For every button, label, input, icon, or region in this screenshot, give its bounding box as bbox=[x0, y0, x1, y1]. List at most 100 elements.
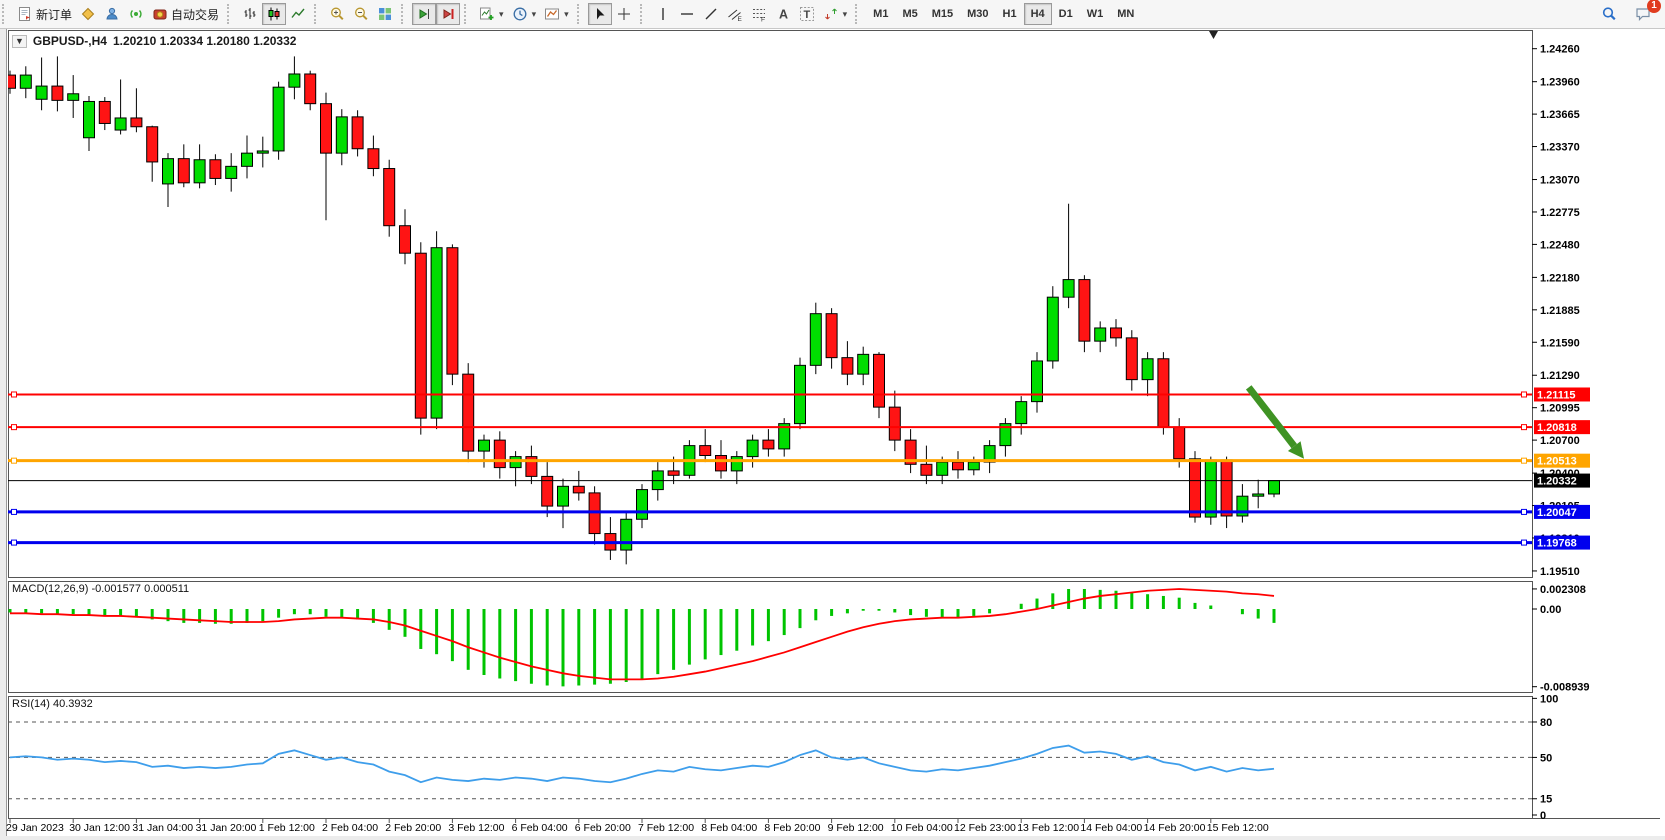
tf-mn-button[interactable]: MN bbox=[1110, 3, 1141, 25]
market-gold-button[interactable] bbox=[76, 3, 100, 25]
zoom-out-button[interactable] bbox=[349, 3, 373, 25]
candle-body bbox=[241, 152, 253, 167]
candlestick-chart-button[interactable] bbox=[262, 3, 287, 25]
tf-d1-button[interactable]: D1 bbox=[1052, 3, 1080, 25]
autotrading-icon bbox=[152, 6, 168, 22]
ohlc-readout: 1.20210 1.20334 1.20180 1.20332 bbox=[112, 34, 297, 48]
chart-shift-button[interactable] bbox=[436, 3, 461, 25]
tf-m5-button[interactable]: M5 bbox=[895, 3, 924, 25]
equidistant-channel-button[interactable]: E bbox=[723, 3, 747, 25]
one-click-trading-toggle[interactable]: ▼ bbox=[12, 34, 27, 48]
fibonacci-button[interactable]: F bbox=[747, 3, 771, 25]
price-axis[interactable]: 1.24260 1.23960 1.23665 1.23370 1.23070 1.227… bbox=[1532, 44, 1580, 578]
support-1-handle[interactable] bbox=[1521, 508, 1527, 515]
vertical-line-button[interactable] bbox=[651, 3, 675, 25]
window-left-edge bbox=[0, 28, 7, 836]
new-order-button[interactable]: 新订单 bbox=[13, 3, 76, 25]
svg-text:F: F bbox=[761, 17, 765, 23]
cursor-button[interactable] bbox=[587, 3, 612, 25]
candle-body bbox=[999, 423, 1012, 447]
arrows-button[interactable]: ▾ bbox=[819, 3, 852, 25]
zoom-out-icon bbox=[353, 6, 369, 22]
candle-body bbox=[1078, 279, 1091, 342]
time-axis-label: 3 Feb 12:00 bbox=[448, 822, 504, 834]
candle-body bbox=[1125, 337, 1138, 381]
resistance-2-handle[interactable] bbox=[1521, 424, 1527, 431]
support-2-handle[interactable] bbox=[1521, 539, 1527, 546]
chat-button[interactable]: 1 bbox=[1631, 0, 1661, 25]
crosshair-icon bbox=[616, 6, 632, 22]
tf-m15-button[interactable]: M15 bbox=[925, 3, 960, 25]
signals-button[interactable] bbox=[124, 3, 148, 25]
price-badge-label: 1.20818 bbox=[1537, 422, 1577, 434]
resistance-1-handle[interactable] bbox=[11, 391, 17, 398]
candle-body bbox=[715, 455, 727, 472]
candle-body bbox=[83, 100, 95, 139]
tf-w1-label: W1 bbox=[1086, 8, 1104, 20]
support-2-handle[interactable] bbox=[11, 539, 17, 546]
support-1-handle[interactable] bbox=[11, 508, 17, 515]
tf-h4-button[interactable]: H4 bbox=[1023, 3, 1052, 25]
template-icon bbox=[544, 6, 560, 22]
chart-window[interactable] bbox=[0, 28, 1665, 840]
crosshair-button[interactable] bbox=[612, 3, 636, 25]
candle-body bbox=[414, 252, 427, 419]
horizontal-line-button[interactable] bbox=[675, 3, 699, 25]
tf-m1-label: M1 bbox=[873, 8, 889, 20]
candle-body bbox=[967, 461, 980, 471]
axis-price-badges: 1.21115 1.20818 1.20513 1.20047 1.19768 1.203… bbox=[1534, 387, 1590, 550]
bar-chart-button[interactable] bbox=[238, 3, 262, 25]
candle-body bbox=[98, 100, 111, 124]
candle-body bbox=[873, 353, 885, 408]
new-order-label: 新订单 bbox=[36, 7, 73, 22]
toolbar-group-objects: E F A T ▾ bbox=[649, 1, 854, 27]
tile-windows-button[interactable] bbox=[373, 3, 397, 25]
time-axis-label: 15 Feb 12:00 bbox=[1207, 822, 1269, 834]
periods-dropdown-arrow[interactable]: ▾ bbox=[531, 8, 537, 19]
time-axis-label: 9 Feb 12:00 bbox=[828, 822, 884, 834]
candle-body bbox=[1157, 358, 1170, 428]
candle-body bbox=[1252, 493, 1265, 497]
candle-body bbox=[572, 485, 585, 494]
text-label-button[interactable]: T bbox=[795, 3, 819, 25]
candle-body bbox=[51, 85, 64, 101]
templates-dropdown-arrow[interactable]: ▾ bbox=[564, 8, 569, 19]
candle-body bbox=[478, 439, 490, 452]
text-button[interactable]: A bbox=[771, 3, 795, 25]
textlabel-icon: T bbox=[799, 6, 815, 22]
autotrading-button[interactable]: 自动交易 bbox=[148, 3, 223, 25]
candle-body bbox=[888, 406, 901, 441]
indicators-button[interactable]: ▾ bbox=[475, 3, 508, 25]
tf-m1-button[interactable]: M1 bbox=[866, 3, 895, 25]
resistance-2-handle[interactable] bbox=[11, 424, 17, 431]
resistance-1-handle[interactable] bbox=[1521, 391, 1527, 398]
time-axis-label: 12 Feb 23:00 bbox=[954, 822, 1016, 834]
pivot-orange-handle[interactable] bbox=[11, 457, 17, 464]
trendline-button[interactable] bbox=[699, 3, 723, 25]
time-axis-label: 8 Feb 20:00 bbox=[764, 822, 820, 834]
auto-scroll-button[interactable] bbox=[412, 3, 437, 25]
indicators-dropdown-arrow[interactable]: ▾ bbox=[499, 8, 504, 19]
community-button[interactable] bbox=[100, 3, 124, 25]
search-button[interactable] bbox=[1597, 3, 1621, 25]
channel-icon: E bbox=[727, 6, 743, 22]
zoom-in-button[interactable] bbox=[325, 3, 349, 25]
time-axis[interactable]: 29 Jan 2023 30 Jan 12:00 31 Jan 04:00 31 Ja… bbox=[6, 818, 1269, 835]
down-arrow-annotation[interactable] bbox=[1245, 385, 1305, 459]
time-axis-label: 6 Feb 20:00 bbox=[575, 822, 631, 834]
pivot-orange-handle[interactable] bbox=[1521, 457, 1527, 464]
line-chart-button[interactable] bbox=[286, 3, 310, 25]
arrows-dropdown-arrow[interactable]: ▾ bbox=[842, 8, 848, 19]
chart-shift-marker[interactable] bbox=[1209, 31, 1218, 39]
templates-button[interactable]: ▾ bbox=[540, 3, 573, 25]
time-axis-label: 14 Feb 20:00 bbox=[1144, 822, 1206, 834]
tf-h1-button[interactable]: H1 bbox=[996, 3, 1024, 25]
time-axis-label: 10 Feb 04:00 bbox=[891, 822, 953, 834]
horizontal-lines[interactable] bbox=[8, 391, 1532, 546]
tf-m30-button[interactable]: M30 bbox=[960, 3, 995, 25]
candle-body bbox=[699, 445, 712, 457]
periods-button[interactable]: ▾ bbox=[508, 3, 541, 25]
tf-w1-button[interactable]: W1 bbox=[1080, 3, 1111, 25]
autoscroll-icon bbox=[416, 6, 432, 22]
